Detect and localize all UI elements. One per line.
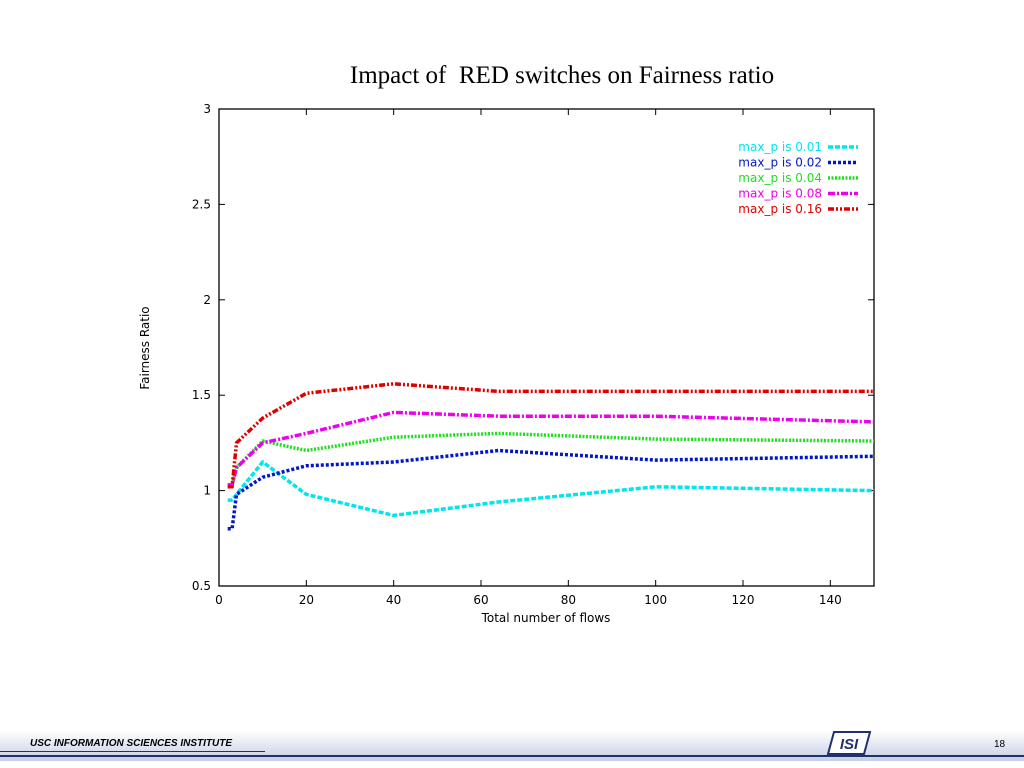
y-tick-label: 3 [203, 102, 211, 116]
series-lines [227, 382, 875, 531]
series-line-1 [227, 448, 875, 531]
slide-title: Impact of RED switches on Fairness ratio [349, 62, 775, 89]
series-line-4 [227, 382, 874, 489]
x-tick-label: 40 [386, 593, 401, 607]
x-tick-label: 20 [299, 593, 314, 607]
y-axis-label: Fairness Ratio [138, 306, 152, 389]
fairness-chart: 0 20 40 60 80 100 120 140 0.5 1 1.5 2 2.5 3 max_p is … [138, 102, 875, 625]
legend-label-1: max_p is 0.02 [738, 156, 822, 170]
legend-label-0: max_p is 0.01 [738, 140, 822, 154]
legend-label-4: max_p is 0.16 [738, 202, 822, 216]
x-tick-label: 60 [473, 593, 488, 607]
logo-text: ISI [840, 736, 859, 753]
x-tick-label: 140 [819, 593, 842, 607]
slide-footer: USC INFORMATION SCIENCES INSTITUTE ISI 1… [0, 728, 1024, 768]
footer-rule [0, 755, 1024, 757]
footer-organization: USC INFORMATION SCIENCES INSTITUTE [30, 738, 233, 749]
x-tick-label: 80 [561, 593, 576, 607]
footer-underline [0, 751, 265, 752]
isi-logo-icon: ISI [826, 731, 872, 755]
legend-label-2: max_p is 0.04 [738, 171, 822, 185]
y-tick-label: 2 [203, 293, 211, 307]
plot-frame [218, 108, 875, 587]
series-line-0 [227, 460, 875, 518]
x-axis-label: Total number of flows [481, 611, 611, 625]
x-tick-label: 120 [732, 593, 755, 607]
y-tick-label: 1.5 [192, 388, 211, 402]
x-tick-label: 0 [215, 593, 223, 607]
y-tick-label: 0.5 [192, 579, 211, 593]
y-tick-label: 2.5 [192, 197, 211, 211]
legend-label-3: max_p is 0.08 [738, 187, 822, 201]
x-tick-label: 100 [644, 593, 667, 607]
y-tick-label: 1 [203, 484, 211, 498]
page-number: 18 [994, 739, 1006, 750]
axis-ticks: 0 20 40 60 80 100 120 140 0.5 1 1.5 2 2.5 3 [192, 102, 874, 607]
